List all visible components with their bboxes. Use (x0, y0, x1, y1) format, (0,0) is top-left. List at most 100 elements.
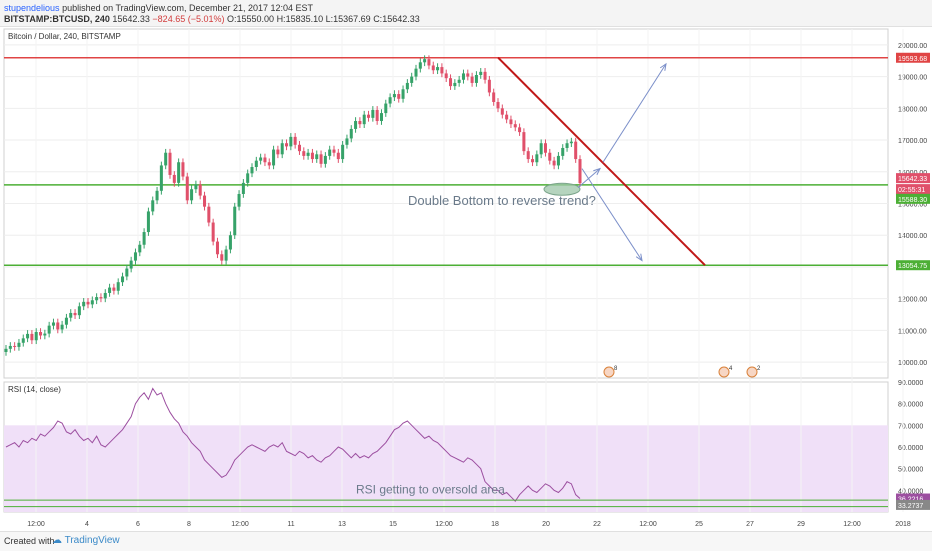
candle-body (388, 97, 392, 104)
candle-body (64, 317, 68, 325)
candle-body (578, 159, 582, 184)
candle-body (121, 276, 125, 283)
candle-body (125, 268, 129, 277)
arrow-up-long-head (659, 62, 667, 71)
candle-body (159, 165, 163, 191)
candle-body (505, 114, 509, 120)
candle-body (392, 94, 396, 98)
candle-body (423, 59, 427, 63)
candle-body (203, 195, 207, 207)
candle-body (297, 144, 301, 152)
candle-body (56, 322, 60, 330)
candle-body (26, 333, 30, 339)
candle-body (518, 127, 522, 133)
support-lower-price-label-bg (896, 260, 930, 271)
candle-body (13, 345, 17, 347)
arrow-up-short (577, 168, 601, 189)
candle-body (354, 121, 358, 129)
rsi-line (5, 387, 581, 502)
tradingview-logo[interactable]: ☁ TradingView (52, 535, 120, 546)
price-tick-label: 12000.00 (898, 297, 927, 304)
candle-body (535, 154, 539, 163)
candle-body (285, 143, 289, 147)
candle-body (349, 128, 353, 139)
arrow-down (581, 168, 643, 261)
event-badge-count: 8 (614, 366, 618, 372)
candle-body (237, 193, 241, 207)
candle-body (177, 162, 181, 183)
candle-body (401, 89, 405, 99)
candle-body (129, 260, 133, 269)
candle-body (272, 149, 276, 166)
arrow-down-head (635, 253, 643, 262)
candle-body (155, 190, 159, 201)
resistance-price-label: 19593.68 (898, 56, 927, 63)
price-tick-label: 18000.00 (898, 106, 927, 113)
candle-body (457, 79, 461, 83)
candle-body (280, 143, 284, 155)
author-link[interactable]: stupendelious (4, 3, 60, 13)
rsi-tick-label: 60.0000 (898, 445, 923, 452)
candle-body (138, 244, 142, 253)
candle-body (483, 71, 487, 80)
candle-body (531, 159, 535, 163)
candle-body (492, 92, 496, 102)
rsi-tick-label: 90.0000 (898, 380, 923, 387)
last-price: 15642.33 (112, 14, 150, 24)
x-tick-label: 2018 (895, 521, 911, 528)
candle-body (168, 152, 172, 175)
candle-body (466, 73, 470, 77)
price-annotation: Double Bottom to reverse trend? (408, 193, 596, 208)
last-price-label: 15642.33 (898, 176, 927, 183)
candle-body (51, 322, 55, 326)
candle-body (556, 155, 560, 166)
price-pane-title: Bitcoin / Dollar, 240, BITSTAMP (8, 32, 121, 41)
candle-body (302, 151, 306, 156)
candle-body (552, 160, 556, 166)
candle-body (319, 154, 323, 164)
event-badge-count: 4 (729, 366, 733, 372)
candle-body (371, 109, 375, 118)
candle-body (574, 141, 578, 160)
candle-body (263, 157, 267, 163)
candle-body (211, 222, 215, 242)
candle-body (77, 306, 81, 316)
candle-body (341, 144, 345, 160)
tradingview-brand: TradingView (64, 535, 120, 546)
candle-body (513, 124, 517, 128)
candle-body (543, 143, 547, 153)
rsi-current-label-bg (896, 493, 930, 504)
candle-body (375, 109, 379, 122)
candle-body (427, 59, 431, 66)
candle-body (410, 76, 414, 83)
candle-body (414, 68, 418, 77)
rsi-tick-label: 40.0000 (898, 488, 923, 495)
chart-canvas[interactable]: 20000.0019000.0018000.0017000.0016000.00… (0, 26, 932, 531)
x-tick-label: 27 (746, 521, 754, 528)
candle-body (116, 282, 120, 291)
candle-body (95, 297, 99, 301)
rsi-annotation: RSI getting to oversold area (356, 483, 505, 497)
x-tick-label: 11 (287, 521, 294, 528)
candle-body (233, 206, 237, 236)
x-tick-label: 22 (593, 521, 601, 528)
candle-body (73, 312, 77, 316)
candle-body (444, 73, 448, 79)
candle-body (108, 287, 112, 293)
price-tick-label: 15000.00 (898, 202, 927, 209)
candle-body (548, 152, 552, 161)
candle-body (86, 301, 90, 305)
price-tick-label: 20000.00 (898, 43, 927, 50)
candle-body (8, 345, 12, 349)
candle-body (449, 78, 453, 87)
open-value: O:15550.00 (227, 14, 275, 24)
candle-body (487, 79, 491, 93)
event-badge (746, 366, 758, 378)
high-value: H:15835.10 (276, 14, 324, 24)
price-tick-label: 19000.00 (898, 75, 927, 82)
countdown-label: 02:55:31 (898, 187, 925, 194)
x-tick-label: 12:00 (27, 521, 45, 528)
price-tick-label: 11000.00 (898, 328, 927, 335)
price-tick-label: 14000.00 (898, 233, 927, 240)
rsi-tick-label: 70.0000 (898, 423, 923, 430)
